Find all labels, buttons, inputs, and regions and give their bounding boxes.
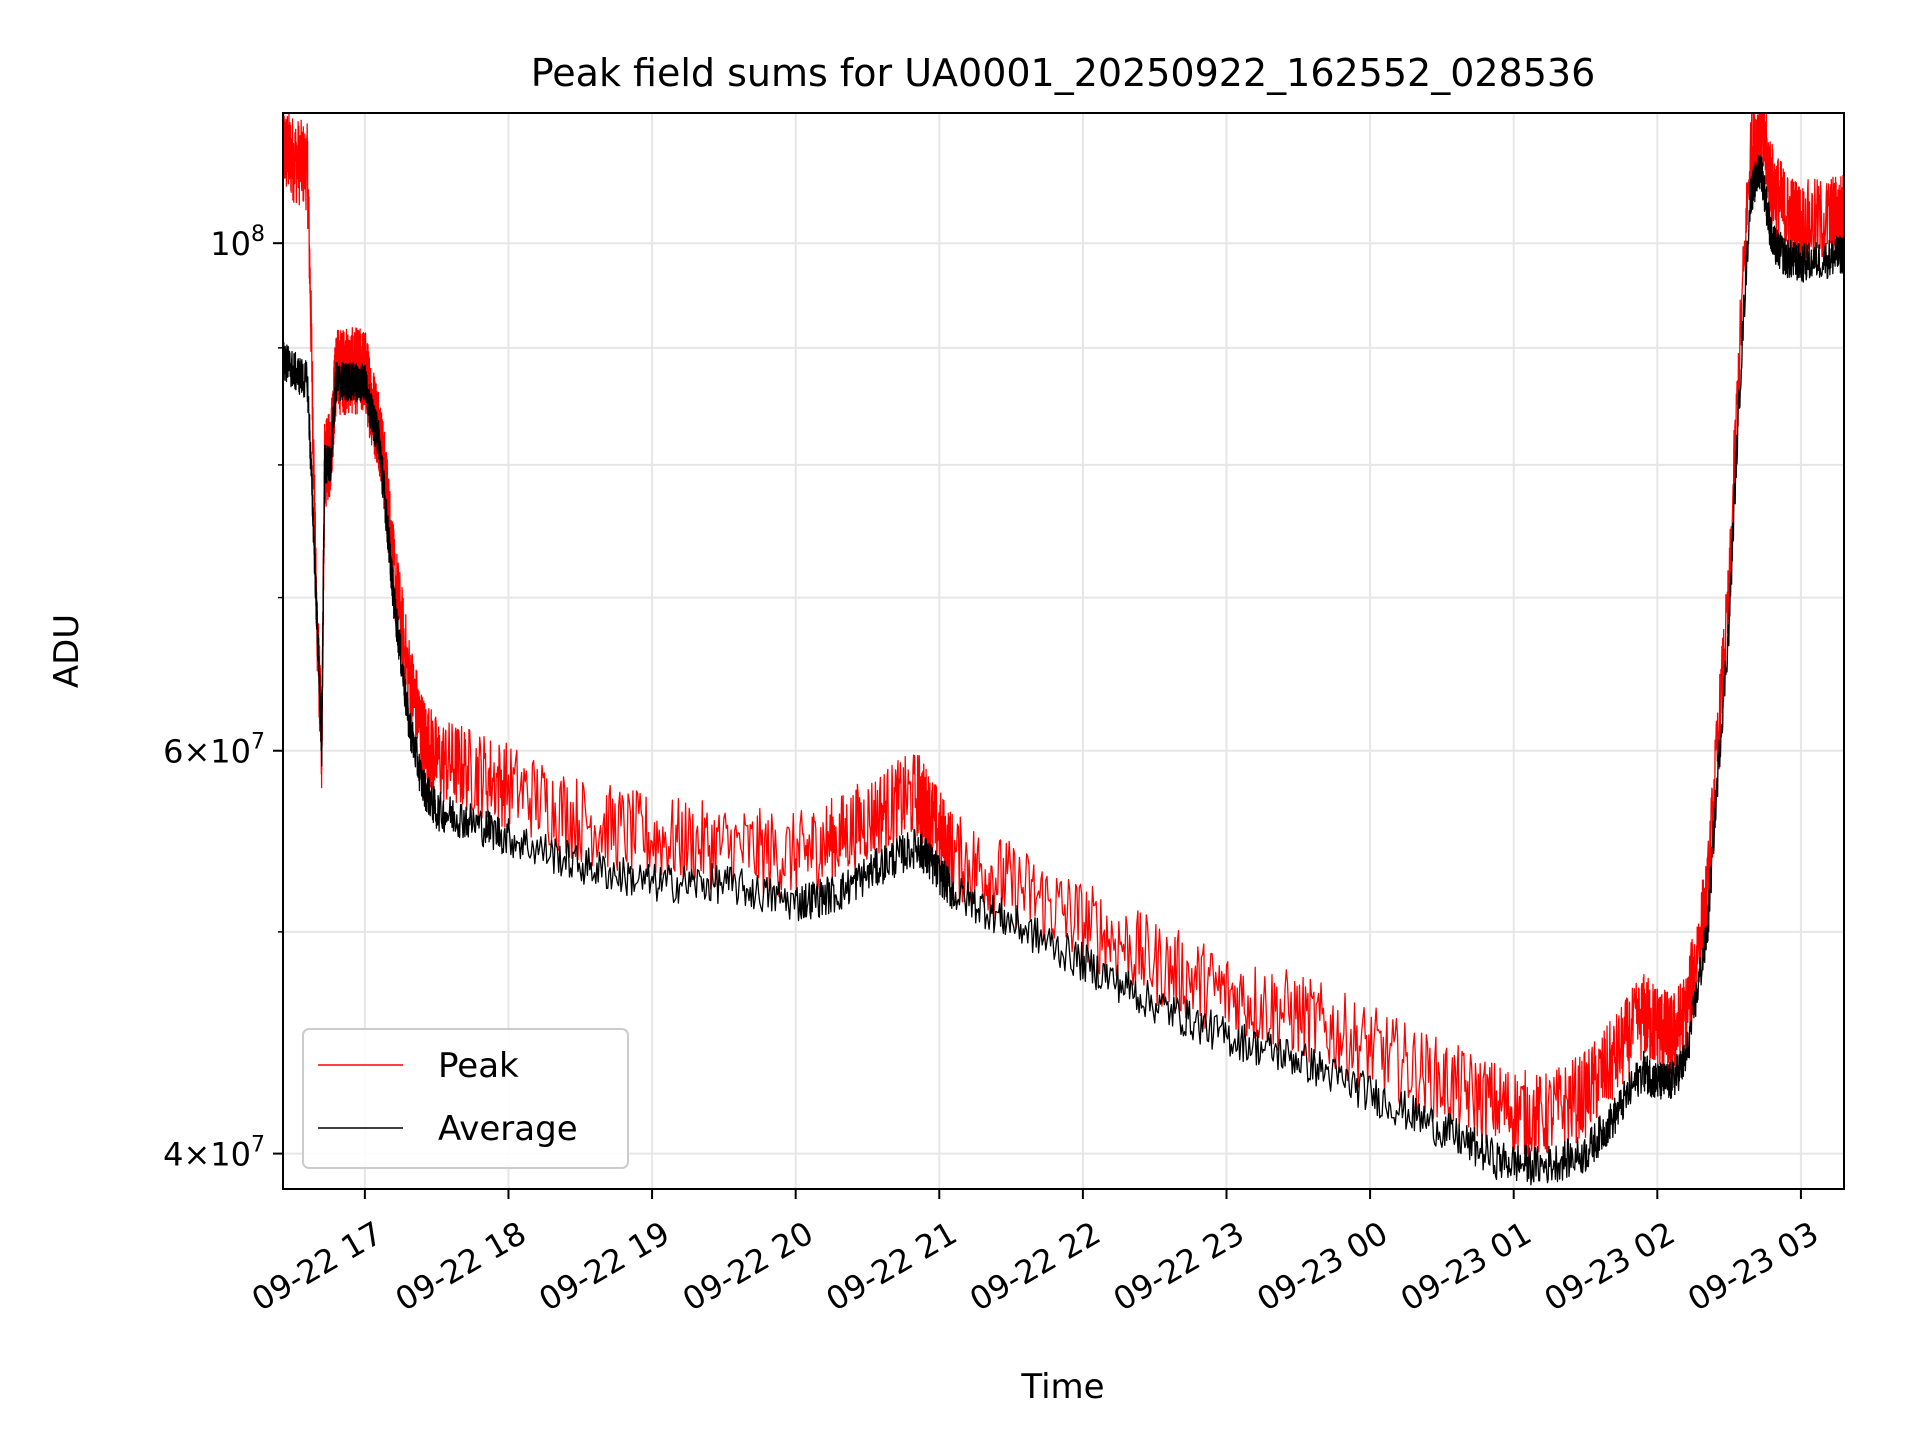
legend-label-peak: Peak bbox=[438, 1046, 519, 1086]
chart-title: Peak field sums for UA0001_20250922_1625… bbox=[531, 51, 1596, 95]
y-tick-label: 108 bbox=[210, 222, 265, 263]
plot-lines bbox=[283, 113, 1844, 1186]
y-axis-label: ADU bbox=[47, 614, 87, 688]
y-axis: 108 6×107 4×107 bbox=[163, 222, 283, 1174]
y-tick-label: 6×107 bbox=[163, 730, 265, 771]
legend-label-average: Average bbox=[438, 1109, 578, 1149]
series-line-average bbox=[283, 154, 1844, 1186]
y-tick-label: 4×107 bbox=[163, 1133, 265, 1174]
legend: Peak Average bbox=[302, 1028, 629, 1169]
plot-area-frame bbox=[282, 112, 1845, 1190]
legend-box bbox=[302, 1028, 629, 1169]
x-axis-label: Time bbox=[1020, 1367, 1104, 1407]
